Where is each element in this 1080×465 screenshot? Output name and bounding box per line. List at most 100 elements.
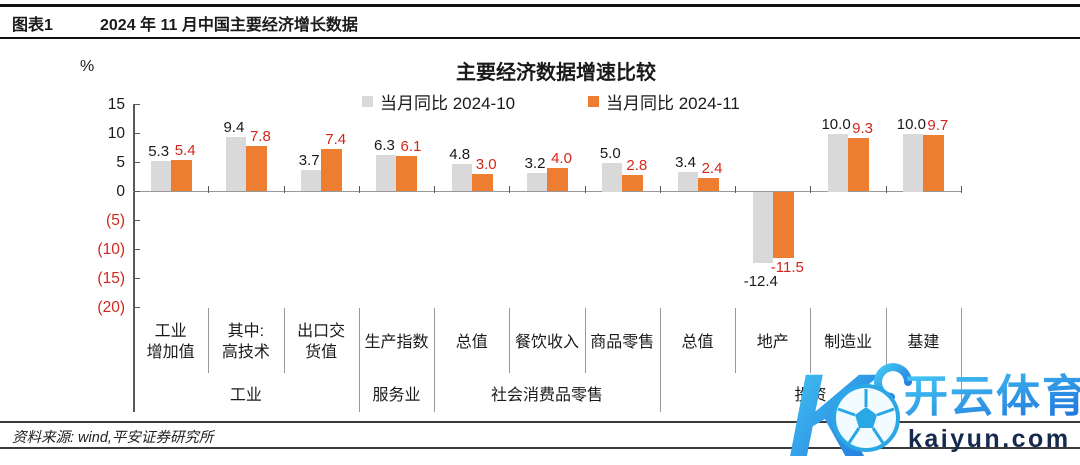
y-tick [134,161,140,164]
y-axis-unit-label: % [80,58,95,75]
y-tick [134,306,140,309]
bar-value-label: 9.4 [223,118,245,136]
category-label-line: 基建 [907,333,940,351]
bar-value-label: 3.2 [524,154,546,172]
x-tick [659,185,661,193]
group-label: 工业 [229,387,262,404]
bar-curr-month [245,146,267,192]
y-tick-label: (20) [97,298,125,316]
bar-curr-month [321,148,343,192]
bar-value-label: -11.5 [770,259,804,277]
category-label-line: 增加值 [146,344,195,361]
category-label: 生产指数 [359,311,434,373]
group-divider [358,308,360,412]
category-label-line: 高技术 [221,344,270,361]
category-divider [283,308,285,373]
y-tick [134,103,140,106]
figure-title: 2024 年 11 月中国主要经济增长数据 [100,17,358,34]
category-label: 制造业 [810,311,885,373]
category-label: 地产 [735,311,810,373]
x-tick [509,185,511,193]
group-divider [961,308,962,412]
bar-curr-month [923,135,945,192]
group-label: 社会消费品零售 [490,387,603,404]
category-label: 餐饮收入 [509,311,584,373]
category-divider [735,308,737,373]
bar-value-label: 4.0 [551,150,572,168]
category-label: 其中: 高技术 [208,311,283,373]
category-label-line: 餐饮收入 [514,333,579,351]
bar-prev-month [677,171,698,192]
category-divider [509,308,511,373]
y-tick-label: 10 [107,124,125,142]
legend-label: 当月同比 2024-11 [606,94,740,113]
header-bottom-rule [0,37,1080,39]
category-label-line: 其中: [227,323,265,340]
bar-value-label: 6.1 [400,138,422,156]
figure-tag: 图表1 [12,17,53,34]
legend-label: 当月同比 2024-10 [380,94,516,113]
category-label: 总值 [434,311,509,373]
source-note: 资料来源: wind,平安证券研究所 [12,430,214,446]
bar-curr-month [471,174,493,192]
bar-value-label: 4.8 [449,145,471,163]
y-tick-label: 5 [116,153,125,171]
x-tick [584,185,586,193]
footer-top-rule [0,421,1080,423]
bar-value-label: 3.7 [298,152,320,170]
zero-axis-line [133,190,961,193]
x-tick [810,185,812,193]
group-label: 投资 [794,387,827,404]
group-divider [434,308,436,412]
category-label-line: 出口交 [297,323,346,340]
category-label: 总值 [660,311,735,373]
category-divider [584,308,586,373]
y-tick [134,248,140,251]
bar-curr-month [697,177,719,192]
legend-swatch-orange [588,96,599,107]
bar-value-label: 7.4 [325,130,347,148]
category-divider [885,308,887,373]
x-tick [283,185,285,193]
x-tick [885,185,887,193]
bar-value-label: 7.8 [249,128,271,146]
bar-value-label: 10.0 [896,115,926,133]
bar-value-label: 2.4 [701,159,723,177]
bar-prev-month [150,160,171,192]
bar-curr-month [547,168,568,192]
bar-prev-month [301,170,322,192]
category-label-line: 生产指数 [364,333,429,351]
category-label-line: 制造业 [824,333,873,351]
bar-prev-month [225,136,246,192]
bar-value-label: 3.0 [475,156,497,174]
category-label-line: 商品零售 [590,333,655,351]
category-label: 出口交 货值 [284,311,359,373]
category-label: 商品零售 [585,311,660,373]
category-label-line: 地产 [756,333,789,351]
chart-title: 主要经济数据增速比较 [456,62,656,84]
x-tick [961,185,962,193]
y-tick-label: (5) [106,211,125,229]
y-axis-line [133,104,135,412]
group-divider [659,308,661,412]
bar-value-label: 6.3 [374,136,395,154]
x-tick [735,185,737,193]
y-tick [134,190,140,193]
category-divider [810,308,812,373]
bar-value-label: 3.4 [675,153,696,171]
bar-value-label: -12.4 [743,273,778,291]
y-tick-label: 0 [116,182,125,200]
bar-value-label: 9.7 [927,117,949,135]
bar-curr-month [396,156,418,192]
y-tick-label: (15) [97,269,125,287]
bar-value-label: 5.0 [599,144,621,162]
y-tick-label: (10) [97,240,125,258]
bar-prev-month [451,163,472,192]
category-label-line: 总值 [455,333,488,351]
category-label-line: 总值 [681,333,714,351]
bar-value-label: 5.4 [174,142,196,160]
legend-item-2024-11: 当月同比 2024-11 [588,89,740,114]
category-label: 基建 [886,311,961,373]
category-label-line: 工业 [154,323,187,340]
